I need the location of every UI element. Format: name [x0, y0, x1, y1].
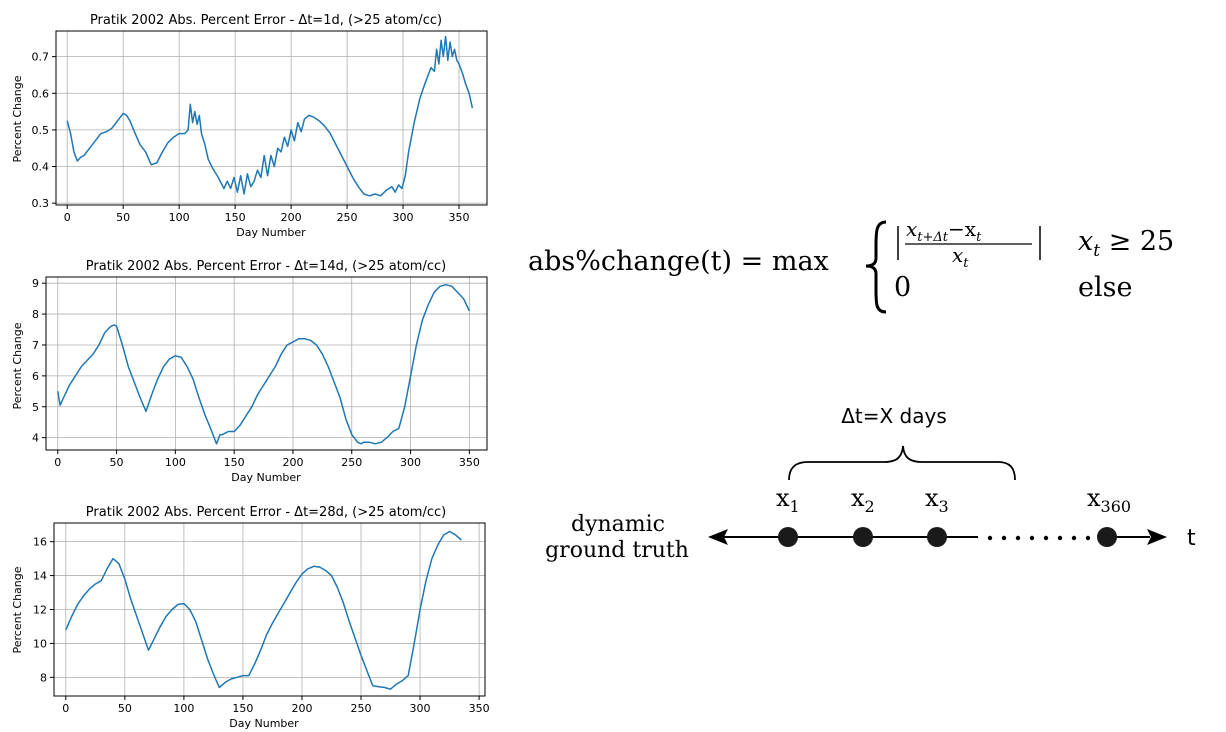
- formula: abs%change(t) = max xt+Δt−xt xt xt ≥ 25 …: [528, 217, 1174, 314]
- chart-title: Pratik 2002 Abs. Percent Error - Δt=28d,…: [86, 505, 446, 520]
- x-axis-label: Day Number: [231, 471, 301, 484]
- y-tick-label: 0.7: [32, 51, 50, 64]
- x-tick-label: 100: [169, 211, 190, 224]
- y-tick-label: 8: [40, 671, 47, 684]
- timeline-point-360: x360: [1087, 484, 1131, 547]
- arrow-right-icon: [1147, 529, 1167, 545]
- x-tick-label: 100: [165, 456, 186, 469]
- formula-brace: [865, 220, 887, 314]
- series-line: [65, 530, 462, 690]
- y-axis-label: Percent Change: [11, 75, 24, 162]
- x-tick-label: 0: [64, 211, 71, 224]
- y-axis-label: Percent Change: [11, 566, 24, 653]
- caption-line-1: dynamic: [571, 512, 665, 537]
- x-tick-label: 0: [62, 702, 69, 715]
- y-tick-label: 6: [32, 370, 39, 383]
- x-tick-label: 200: [282, 456, 303, 469]
- y-tick-label: 0.6: [32, 87, 50, 100]
- case1-denominator: xt: [952, 243, 969, 271]
- chart-delta-1d: Pratik 2002 Abs. Percent Error - Δt=1d, …: [11, 13, 488, 239]
- grid: [46, 277, 487, 450]
- x-tick-label: 250: [351, 702, 372, 715]
- case2-value: 0: [894, 272, 911, 303]
- series-line: [57, 283, 471, 445]
- y-tick-label: 14: [33, 570, 47, 583]
- x-tick-label: 250: [341, 456, 362, 469]
- x-tick-label: 50: [110, 456, 124, 469]
- y-tick-label: 0.3: [32, 197, 50, 210]
- y-axis-label: Percent Change: [11, 322, 24, 409]
- grid: [54, 523, 485, 696]
- x-tick-label: 350: [459, 456, 480, 469]
- series-line: [66, 35, 474, 197]
- y-tick-label: 0.5: [32, 124, 50, 137]
- x-tick-label: 350: [449, 211, 470, 224]
- interval-brace: [788, 445, 1016, 481]
- chart-title: Pratik 2002 Abs. Percent Error - Δt=14d,…: [86, 259, 446, 274]
- y-tick-label: 9: [32, 277, 39, 290]
- timeline-point-3: x3: [925, 484, 949, 547]
- chart-delta-14d: Pratik 2002 Abs. Percent Error - Δt=14d,…: [11, 259, 488, 484]
- y-tick-label: 10: [33, 637, 47, 650]
- svg-text:x360: x360: [1087, 484, 1131, 516]
- timeline-point-1: x1: [776, 484, 800, 547]
- grid: [56, 31, 487, 205]
- x-tick-label: 150: [224, 456, 245, 469]
- case1-condition: xt ≥ 25: [1078, 226, 1174, 261]
- chart-title: Pratik 2002 Abs. Percent Error - Δt=1d, …: [90, 13, 442, 28]
- ticks: 0 50 100 150 200 250 300 350 0.3 0.4 0.5 0.6 0.7: [32, 51, 470, 224]
- x-axis-label: Day Number: [229, 717, 299, 730]
- case1-numerator: xt+Δt−xt: [906, 217, 982, 245]
- x-tick-label: 50: [116, 211, 130, 224]
- x-tick-label: 0: [54, 456, 61, 469]
- x-tick-label: 100: [173, 702, 194, 715]
- y-tick-label: 7: [32, 339, 39, 352]
- x-tick-label: 300: [410, 702, 431, 715]
- formula-case-1: xt+Δt−xt xt xt ≥ 25: [897, 217, 1174, 271]
- formula-case-2: 0 else: [894, 272, 1132, 303]
- x-tick-label: 150: [232, 702, 253, 715]
- svg-text:x2: x2: [851, 484, 875, 516]
- ticks: 0 50 100 150 200 250 300 350 8 10 12 14 16: [33, 536, 490, 715]
- y-tick-label: 8: [32, 308, 39, 321]
- ellipsis-dots: [987, 535, 1091, 541]
- formula-lhs: abs%change(t) = max: [528, 246, 829, 277]
- arrow-left-icon: [708, 529, 728, 545]
- y-tick-label: 0.4: [32, 161, 50, 174]
- x-axis-label: Day Number: [236, 226, 306, 239]
- timeline-diagram: Δt=X days dynamic ground truth t x1 x2 x…: [545, 404, 1196, 563]
- y-tick-label: 12: [33, 604, 47, 617]
- timeline-point-2: x2: [851, 484, 875, 547]
- chart-delta-28d: Pratik 2002 Abs. Percent Error - Δt=28d,…: [11, 505, 490, 730]
- y-tick-label: 5: [32, 401, 39, 414]
- x-tick-label: 350: [469, 702, 490, 715]
- x-tick-label: 300: [393, 211, 414, 224]
- case2-condition: else: [1078, 272, 1132, 303]
- plot-frame: [45, 276, 488, 451]
- x-tick-label: 150: [225, 211, 246, 224]
- x-tick-label: 200: [281, 211, 302, 224]
- interval-label: Δt=X days: [841, 404, 947, 428]
- x-tick-label: 200: [291, 702, 312, 715]
- x-tick-label: 300: [400, 456, 421, 469]
- svg-text:x3: x3: [925, 484, 949, 516]
- ticks: 0 50 100 150 200 250 300 350 4 5 6 7 8 9: [32, 277, 480, 469]
- y-tick-label: 16: [33, 536, 47, 549]
- axis-label-t: t: [1187, 526, 1196, 551]
- svg-text:x1: x1: [776, 484, 800, 516]
- y-tick-label: 4: [32, 432, 39, 445]
- x-tick-label: 250: [337, 211, 358, 224]
- x-tick-label: 50: [118, 702, 132, 715]
- plot-frame: [55, 30, 488, 206]
- caption-line-2: ground truth: [545, 538, 689, 563]
